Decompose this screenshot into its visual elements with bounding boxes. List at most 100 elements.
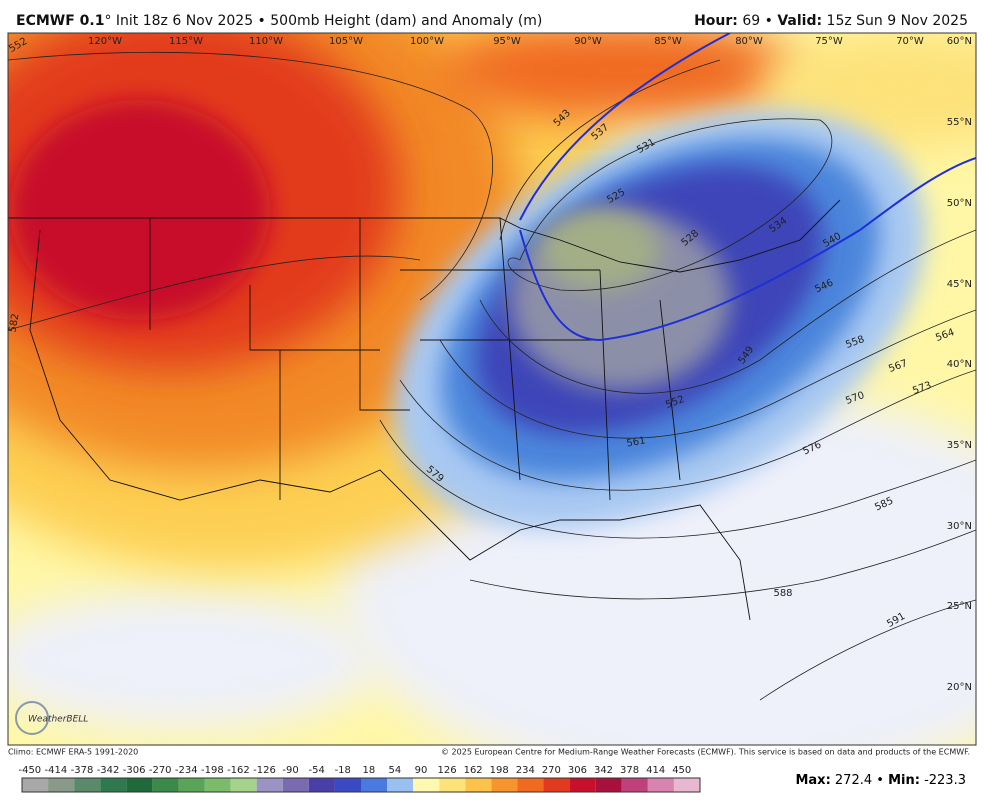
colorbar-label: 378 — [620, 765, 639, 776]
border — [8, 199, 841, 273]
contour — [8, 255, 421, 331]
footer: Climo: ECMWF ERA-5 1991-2020 © 2025 Euro… — [8, 748, 970, 788]
header-right: Hour: 69 • Valid: 15z Sun 9 Nov 2025 — [694, 13, 968, 29]
colorbar-cell — [595, 778, 622, 792]
hour-label: Hour: — [694, 13, 738, 29]
colorbar-cell — [100, 778, 127, 792]
colorbar-cell — [621, 778, 648, 792]
colorbar-cell — [465, 778, 492, 792]
colorbar-cell — [126, 778, 153, 792]
latitude-label: 60°N — [947, 36, 972, 47]
longitude-label: 120°W — [88, 36, 122, 47]
longitude-labels: 120°W 115°W 110°W 105°W 100°W 95°W 90°W 85°W 80°… — [88, 36, 924, 47]
colorbar-label: 198 — [490, 765, 509, 776]
hour: 69 • — [742, 13, 773, 29]
colorbar-label: 90 — [415, 765, 428, 776]
contour — [759, 599, 976, 701]
colorbar-cell — [439, 778, 466, 792]
latitude-label: 30°N — [947, 521, 972, 532]
contour — [469, 529, 976, 600]
colorbar-label: -90 — [282, 765, 298, 776]
height-contours — [8, 33, 976, 701]
longitude-label: 70°W — [896, 36, 924, 47]
colorbar-label: 450 — [672, 765, 691, 776]
contour-540 — [519, 33, 976, 342]
colorbar-cell — [308, 778, 335, 792]
colorbar-cell — [334, 778, 361, 792]
latitude-label: 55°N — [947, 117, 972, 128]
colorbar-label: -270 — [149, 765, 172, 776]
colorbar-label: 414 — [646, 765, 665, 776]
colorbar-label: -450 — [18, 765, 41, 776]
neutral-area — [8, 590, 380, 730]
colorbar-label: -198 — [201, 765, 224, 776]
description: ° Init 18z 6 Nov 2025 • 500mb Height (da… — [104, 13, 542, 29]
model: ECMWF 0.1 — [16, 13, 104, 29]
valid: 15z Sun 9 Nov 2025 — [827, 13, 968, 29]
min: -223.3 — [924, 773, 966, 788]
borders — [8, 199, 841, 621]
contour — [399, 369, 976, 491]
latitude-labels: 60°N 55°N 50°N 45°N 40°N 35°N 30°N 25°N 20°N — [947, 36, 972, 693]
colorbar-cell — [361, 778, 388, 792]
longitude-label: 105°W — [329, 36, 363, 47]
contour — [479, 229, 976, 394]
colorbar-label: 54 — [389, 765, 402, 776]
contour-label: 561 — [626, 435, 647, 449]
colorbar-cell — [256, 778, 283, 792]
contour — [507, 118, 833, 291]
colorbar-label: -126 — [253, 765, 276, 776]
warm-anomaly — [10, 100, 270, 320]
contour — [439, 309, 976, 439]
colorbar-label: -378 — [71, 765, 94, 776]
latitude-label: 50°N — [947, 198, 972, 209]
longitude-label: 95°W — [493, 36, 521, 47]
colorbar-cell — [517, 778, 544, 792]
colorbar-label: -18 — [335, 765, 351, 776]
max: 272.4 • — [835, 773, 884, 788]
colorbar-label: -162 — [227, 765, 250, 776]
colorbar-cell — [152, 778, 179, 792]
longitude-label: 110°W — [249, 36, 283, 47]
colorbar-label: -306 — [123, 765, 146, 776]
longitude-label: 115°W — [169, 36, 203, 47]
longitude-label: 100°W — [410, 36, 444, 47]
latitude-label: 45°N — [947, 279, 972, 290]
map: 5525825435375315255285345405465495525585… — [8, 33, 976, 745]
longitude-label: 90°W — [574, 36, 602, 47]
colorbar-label: -234 — [175, 765, 198, 776]
colorbar-cell — [543, 778, 570, 792]
colorbar-label: 270 — [542, 765, 561, 776]
map-frame — [7, 32, 977, 746]
colorbar-cell — [491, 778, 518, 792]
border — [29, 229, 751, 621]
latitude-label: 35°N — [947, 440, 972, 451]
colorbar-cell — [48, 778, 75, 792]
max-min: Max: 272.4 • Min: -223.3 — [795, 773, 966, 788]
longitude-label: 85°W — [654, 36, 682, 47]
longitude-label: 80°W — [735, 36, 763, 47]
colorbar-cell — [74, 778, 101, 792]
colorbar-label: -414 — [45, 765, 68, 776]
colorbar-cell — [178, 778, 205, 792]
colorbar-cell — [204, 778, 231, 792]
colorbar-cell — [413, 778, 440, 792]
logo: WeatherBELL — [15, 701, 88, 735]
colorbar-label: 18 — [362, 765, 375, 776]
contour — [499, 59, 721, 241]
climo: Climo: ECMWF ERA-5 1991-2020 — [8, 748, 138, 757]
border — [149, 217, 681, 501]
colorbar-cell — [647, 778, 674, 792]
colorbar-label: -342 — [97, 765, 120, 776]
warm-anomaly — [440, 33, 800, 120]
colorbar-label: 234 — [516, 765, 535, 776]
valid-label: Valid: — [777, 13, 822, 29]
colorbar-cell — [22, 778, 49, 792]
colorbar-cell — [569, 778, 596, 792]
colorbar-label: 126 — [438, 765, 457, 776]
min-label: Min: — [888, 773, 920, 788]
colorbar-cell — [230, 778, 257, 792]
colorbar-cell — [387, 778, 414, 792]
logo-text: WeatherBELL — [28, 715, 88, 725]
